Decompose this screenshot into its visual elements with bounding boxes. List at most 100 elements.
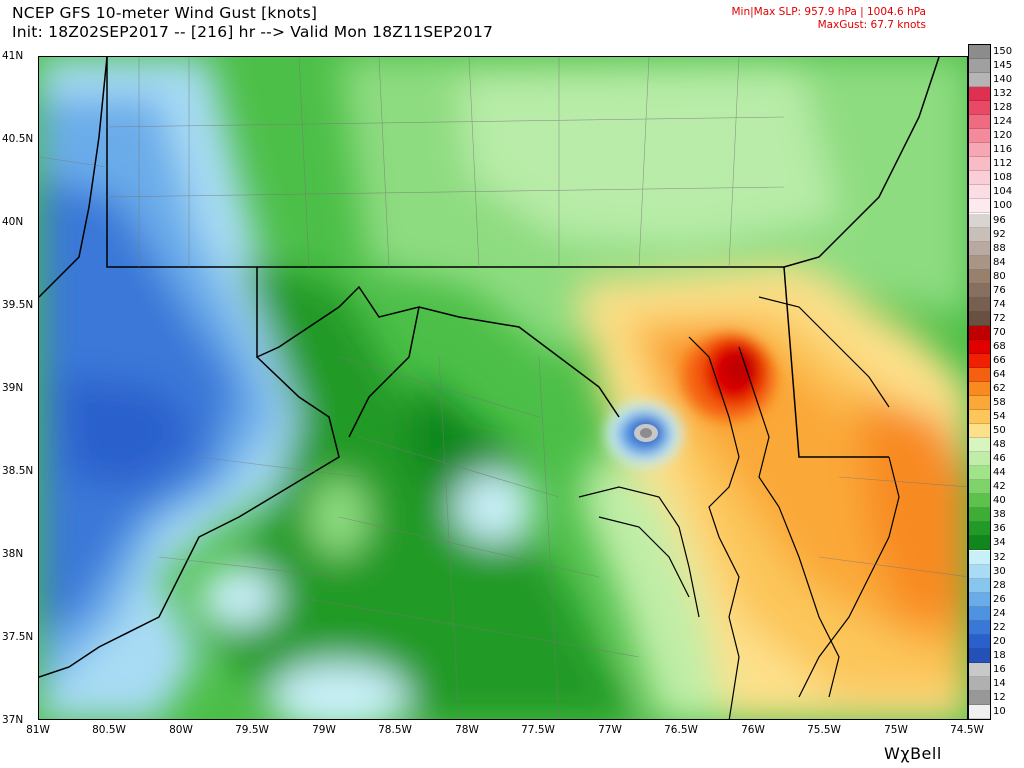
colorbar-swatch	[969, 522, 990, 537]
colorbar-swatch	[969, 45, 990, 60]
colorbar-swatch	[969, 396, 990, 411]
colorbar-level-label: 108	[993, 172, 1013, 184]
colorbar-swatch	[969, 564, 990, 579]
colorbar-swatch	[969, 550, 990, 565]
colorbar-level-label: 116	[993, 144, 1013, 156]
colorbar-swatch	[969, 508, 990, 523]
colorbar-level-label: 88	[993, 242, 1006, 254]
colorbar-swatch	[969, 339, 990, 354]
colorbar-level-label: 12	[993, 691, 1006, 703]
colorbar-swatch	[969, 494, 990, 509]
colorbar-level-label: 128	[993, 102, 1013, 114]
lat-label: 39.5N	[2, 299, 34, 311]
colorbar-swatch	[969, 704, 990, 719]
colorbar-level-label: 10	[993, 705, 1006, 717]
colorbar-level-label: 28	[993, 579, 1006, 591]
colorbar-level-label: 22	[993, 621, 1006, 633]
colorbar-level-label: 96	[993, 214, 1006, 226]
lat-label: 37.5N	[2, 631, 34, 643]
colorbar-swatch	[969, 73, 990, 88]
colorbar-level-label: 20	[993, 635, 1006, 647]
colorbar-level-label: 54	[993, 411, 1006, 423]
colorbar-swatch	[969, 101, 990, 116]
colorbar-swatch	[969, 283, 990, 298]
init-valid-time: Init: 18Z02SEP2017 -- [216] hr --> Valid…	[12, 23, 494, 41]
colorbar-level-label: 132	[993, 88, 1013, 100]
lon-label: 81W	[26, 724, 50, 736]
lon-label: 75.5W	[807, 724, 841, 736]
colorbar-swatch	[969, 578, 990, 593]
lon-label: 76.5W	[664, 724, 698, 736]
colorbar-level-label: 26	[993, 593, 1006, 605]
colorbar-level-label: 14	[993, 677, 1006, 689]
colorbar-level-label: 140	[993, 74, 1013, 86]
colorbar-level-label: 44	[993, 467, 1006, 479]
slp-min-max: Min|Max SLP: 957.9 hPa | 1004.6 hPa	[731, 6, 926, 18]
colorbar-swatch	[969, 129, 990, 144]
colorbar-swatch	[969, 59, 990, 74]
lat-label: 39N	[2, 382, 24, 394]
colorbar-level-label: 24	[993, 607, 1006, 619]
colorbar-swatch	[969, 606, 990, 621]
colorbar-swatch	[969, 438, 990, 453]
colorbar-level-label: 84	[993, 256, 1006, 268]
colorbar-level-label: 100	[993, 200, 1013, 212]
lon-label: 78W	[455, 724, 479, 736]
colorbar-swatch	[969, 480, 990, 495]
lon-label: 79W	[312, 724, 336, 736]
colorbar-level-label: 74	[993, 298, 1006, 310]
colorbar-level-label: 32	[993, 551, 1006, 563]
colorbar-level-label: 38	[993, 509, 1006, 521]
wind-gust-map	[38, 56, 968, 720]
colorbar-level-label: 40	[993, 495, 1006, 507]
colorbar-swatch	[969, 241, 990, 256]
colorbar-level-label: 70	[993, 326, 1006, 338]
colorbar-level-label: 68	[993, 340, 1006, 352]
colorbar-swatch	[969, 213, 990, 228]
colorbar-swatch	[969, 592, 990, 607]
colorbar-level-label: 124	[993, 116, 1013, 128]
colorbar-level-label: 30	[993, 565, 1006, 577]
lat-label: 38N	[2, 548, 24, 560]
colorbar-swatch	[969, 648, 990, 663]
lon-label: 78.5W	[378, 724, 412, 736]
lon-label: 74.5W	[950, 724, 984, 736]
colorbar-swatch	[969, 382, 990, 397]
lat-label: 41N	[2, 50, 24, 62]
colorbar-level-label: 145	[993, 60, 1013, 72]
colorbar-swatch	[969, 269, 990, 284]
colorbar-level-label: 58	[993, 397, 1006, 409]
colorbar-level-label: 36	[993, 523, 1006, 535]
colorbar-level-label: 66	[993, 354, 1006, 366]
lat-label: 40N	[2, 216, 24, 228]
colorbar-swatch	[969, 620, 990, 635]
coastlines	[578, 296, 900, 719]
colorbar-swatch	[969, 367, 990, 382]
map-canvas	[39, 57, 967, 719]
colorbar-level-label: 112	[993, 158, 1013, 170]
colorbar-level-label: 46	[993, 453, 1006, 465]
map-title: NCEP GFS 10-meter Wind Gust [knots]	[12, 4, 318, 22]
colorbar-swatch	[969, 410, 990, 425]
colorbar-level-label: 48	[993, 439, 1006, 451]
county-lines	[39, 57, 967, 719]
colorbar-swatch	[969, 199, 990, 214]
colorbar-level-label: 72	[993, 312, 1006, 324]
colorbar-swatch	[969, 185, 990, 200]
lon-label: 80.5W	[92, 724, 126, 736]
colorbar-swatch	[969, 311, 990, 326]
colorbar-swatch	[969, 143, 990, 158]
lon-label: 75W	[884, 724, 908, 736]
lon-label: 77.5W	[521, 724, 555, 736]
lat-label: 37N	[2, 714, 24, 726]
colorbar-swatch	[969, 676, 990, 691]
lon-label: 76W	[741, 724, 765, 736]
colorbar-swatch	[969, 536, 990, 551]
colorbar-level-label: 120	[993, 130, 1013, 142]
colorbar-swatch	[969, 157, 990, 172]
colorbar-swatch	[969, 171, 990, 186]
lon-label: 80W	[169, 724, 193, 736]
lon-label: 77W	[598, 724, 622, 736]
colorbar-swatch	[969, 634, 990, 649]
lat-label: 38.5N	[2, 465, 34, 477]
